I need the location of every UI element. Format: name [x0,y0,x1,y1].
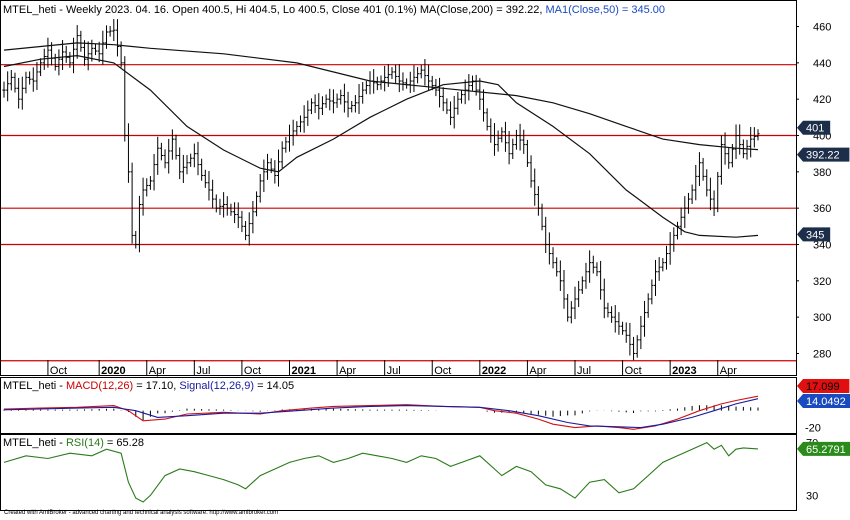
y-tick-label: 380 [813,167,831,179]
price-panel [0,0,797,376]
macd-plot [3,395,759,430]
macd-y-axis: -20 [805,423,821,435]
x-tick-label: 2021 [291,365,315,377]
y-tick-label: 420 [813,94,831,106]
signal-value-tag-shape [797,394,850,408]
macd-tags: 17.099 14.0492 [797,379,850,408]
x-tick-label: Oct [625,365,642,377]
x-tick-label: Oct [244,365,261,377]
price-title: MTEL_heti - Weekly 2023. 04. 16. Open 40… [3,4,665,16]
x-tick-label: Jul [387,365,401,377]
close-price-tag-shape [797,120,831,135]
macd-title-macd: MACD(12,26) [66,380,133,392]
rsi-title-rsi: RSI(14) [66,437,104,449]
signal-line [3,398,759,429]
price-bars [2,19,760,361]
rsi-panel [0,434,797,511]
rsi-tags: 65.2791 [797,441,850,456]
ma50-tag-shape [797,227,831,242]
ma50-line [3,54,759,238]
x-axis: Oct 2020 Apr Jul Oct 2021 Apr Jul Oct 2022 Apr Jul O… [47,360,737,377]
signal-value-tag-label: 14.0492 [806,396,846,408]
rsi-value-tag-label: 65.2791 [806,444,846,456]
rsi-y-tick-label: 30 [806,490,818,502]
x-tick-label: 2020 [101,365,125,377]
macd-title-suffix: = 14.05 [254,380,294,392]
macd-title-mid: = 17.10, [133,380,179,392]
macd-title: MTEL_heti - MACD(12,26) = 17.10, Signal(… [3,380,294,392]
price-tags: 401 392.22 345 [797,120,850,242]
macd-y-tick-label: -20 [805,423,821,435]
rsi-title-prefix: MTEL_heti - [3,437,66,449]
ma200-tag-shape [797,147,850,162]
footer-credit: Created with AmiBroker - advanced charti… [4,510,279,516]
macd-value-tag-label: 17.099 [806,381,840,393]
rsi-title-suffix: = 65.28 [104,437,144,449]
moving-averages [3,42,759,238]
price-title-ma50: MA1(Close,50) = 345.00 [542,4,665,16]
y-tick-label: 440 [813,58,831,70]
y-tick-label: 320 [813,276,831,288]
rsi-title: MTEL_heti - RSI(14) = 65.28 [3,437,144,449]
x-tick-label: Apr [149,365,166,377]
x-tick-label: Apr [339,365,356,377]
rsi-line [3,441,759,503]
ma200-line [3,42,759,151]
price-title-ma200: MA(Close,200) = 392.22, [420,4,543,16]
x-tick-label: Apr [720,365,737,377]
rsi-plot [3,441,759,503]
close-price-tag-label: 401 [806,123,824,135]
price-title-prefix: MTEL_heti - Weekly 2023. 04. 16. Open 40… [3,4,420,16]
ma200-tag-label: 392.22 [806,150,840,162]
x-tick-label: Jul [196,365,210,377]
y-tick-label: 340 [813,239,831,251]
x-tick-label: Oct [434,365,451,377]
ma50-tag-label: 345 [806,229,824,241]
y-tick-label: 460 [813,22,831,34]
rsi-value-tag-shape [797,441,850,456]
macd-value-tag-shape [797,379,850,393]
x-tick-label: Apr [529,365,546,377]
x-tick-label: 2023 [672,365,696,377]
y-tick-label: 360 [813,203,831,215]
y-tick-label: 280 [813,348,831,360]
macd-title-prefix: MTEL_heti - [3,380,66,392]
y-tick-label: 300 [813,312,831,324]
macd-title-signal: Signal(12,26,9) [179,380,254,392]
x-tick-label: Oct [50,365,67,377]
horizontal-lines [1,64,796,362]
x-tick-label: Jul [577,365,591,377]
x-tick-label: 2022 [482,365,506,377]
